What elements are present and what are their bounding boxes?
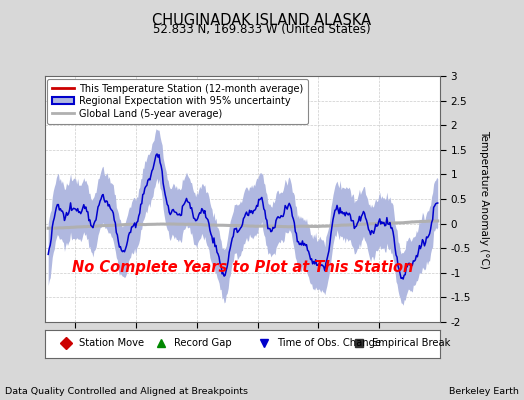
Y-axis label: Temperature Anomaly (°C): Temperature Anomaly (°C): [479, 130, 489, 268]
Text: 52.833 N, 169.833 W (United States): 52.833 N, 169.833 W (United States): [153, 23, 371, 36]
Text: Station Move: Station Move: [79, 338, 145, 348]
Legend: This Temperature Station (12-month average), Regional Expectation with 95% uncer: This Temperature Station (12-month avera…: [48, 79, 308, 124]
Text: Berkeley Earth: Berkeley Earth: [449, 387, 519, 396]
Text: Time of Obs. Change: Time of Obs. Change: [277, 338, 381, 348]
Text: CHUGINADAK ISLAND ALASKA: CHUGINADAK ISLAND ALASKA: [152, 13, 372, 28]
Text: No Complete Years to Plot at This Station: No Complete Years to Plot at This Statio…: [72, 260, 413, 275]
Text: Empirical Break: Empirical Break: [372, 338, 451, 348]
Text: Data Quality Controlled and Aligned at Breakpoints: Data Quality Controlled and Aligned at B…: [5, 387, 248, 396]
Text: Record Gap: Record Gap: [174, 338, 232, 348]
